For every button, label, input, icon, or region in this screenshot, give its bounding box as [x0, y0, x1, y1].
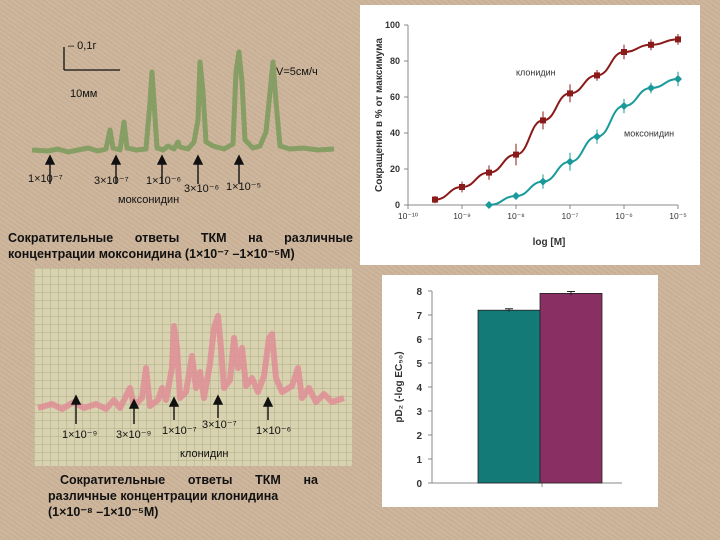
clonidine-dose-label-5: 1×10⁻⁶: [256, 425, 292, 437]
clonidine-caption: Сократительные ответы ТКМ на различные к…: [48, 472, 318, 520]
moxonidine-dose-arrows: [44, 154, 245, 184]
clonidine-dose-arrows: [70, 394, 274, 424]
dose-label-5: 1×10⁻⁵: [226, 181, 262, 193]
y-tick-label: 3: [416, 407, 422, 418]
series-line-2: [488, 78, 679, 206]
clonidine-caption-line-1: Сократительные ответы ТКМ на: [60, 473, 318, 487]
moxonidine-trace: [31, 49, 335, 155]
data-point: [674, 75, 682, 83]
bar-клонидин: [539, 292, 603, 484]
clonidine-dose-label-3: 1×10⁻⁷: [162, 425, 197, 437]
data-point: [675, 36, 681, 43]
y-tick-label: 5: [416, 359, 422, 370]
data-point: [594, 72, 600, 79]
data-point: [566, 157, 574, 166]
clonidine-trace: [37, 313, 345, 412]
x-axis-title: log [M]: [533, 237, 566, 248]
data-point: [621, 49, 627, 55]
dose-label-2: 3×10⁻⁷: [94, 175, 129, 187]
data-point: [540, 117, 546, 124]
y-tick-label: 60: [390, 92, 400, 102]
y-tick-label: 80: [390, 56, 400, 66]
clonidine-dose-label-4: 3×10⁻⁷: [202, 419, 237, 431]
time-scale-label: 10мм: [70, 88, 98, 100]
x-tick-label: 10⁻⁵: [669, 211, 686, 221]
force-scale-label: – 0,1г: [68, 40, 97, 52]
clonidine-drug-label: клонидин: [180, 448, 229, 460]
clonidine-trace-svg: [37, 313, 345, 424]
data-point: [485, 201, 493, 209]
y-tick-label: 7: [416, 311, 422, 322]
series-label-1: клонидин: [516, 67, 556, 77]
bar-моксонидин: [477, 309, 541, 484]
y-tick-label: 0: [416, 479, 422, 490]
y-tick-label: 6: [416, 335, 422, 346]
dose-label-1: 1×10⁻⁷: [28, 173, 63, 185]
x-tick-label: 10⁻⁸: [507, 211, 525, 221]
clonidine-tracing-panel: 1×10⁻⁹ 3×10⁻⁹ 1×10⁻⁷ 3×10⁻⁷ 1×10⁻⁶ клони…: [34, 268, 352, 466]
data-point: [459, 184, 465, 190]
moxonidine-trace-svg: [31, 47, 335, 184]
clonidine-caption-line-2: различные концентрации клонидина: [48, 489, 279, 503]
series-label-2: моксонидин: [624, 129, 674, 139]
moxonidine-caption: Сократительные ответы ТКМ на различные к…: [8, 230, 353, 262]
moxonidine-tracing-panel: – 0,1г 10мм V=5см/ч 1×10⁻⁷ 3×10⁻⁷ 1×10⁻⁶…: [28, 22, 340, 220]
data-point: [620, 102, 628, 110]
clonidine-dose-label-2: 3×10⁻⁹: [116, 429, 152, 441]
data-point: [513, 151, 519, 158]
data-point: [432, 196, 438, 203]
y-axis-title: pD₂ (-log EC₅₀): [394, 351, 405, 422]
moxonidine-caption-line-1: Сократительные ответы ТКМ на различные: [8, 231, 353, 245]
x-tick-label: 10⁻⁹: [453, 211, 471, 221]
y-axis-title: Сокращения в % от максимума: [374, 38, 385, 192]
y-tick-label: 8: [416, 287, 422, 298]
clonidine-caption-line-3: (1×10⁻⁸ –1×10⁻⁵М): [48, 505, 159, 519]
y-tick-label: 0: [395, 200, 400, 210]
dose-response-svg: 0 20 40 60 80 100 10⁻¹⁰ 10⁻⁹ 10⁻⁸ 10⁻⁷ 10⁻⁶ 10⁻⁵ log…: [374, 20, 687, 248]
y-tick-label: 100: [385, 20, 400, 30]
dose-response-chart: 0 20 40 60 80 100 10⁻¹⁰ 10⁻⁹ 10⁻⁸ 10⁻⁷ 10⁻⁶ 10⁻⁵ log…: [360, 5, 700, 265]
x-tick-label: 10⁻⁶: [615, 211, 632, 221]
y-tick-label: 2: [416, 431, 422, 442]
moxonidine-drug-label: моксонидин: [118, 194, 180, 206]
clonidine-dose-label-1: 1×10⁻⁹: [62, 429, 98, 441]
data-point: [539, 177, 547, 186]
dose-label-3: 1×10⁻⁶: [146, 175, 182, 187]
pd2-bar-chart: 0 1 2 3 4 5 6 7 8 pD₂ (-log EC₅₀): [382, 275, 658, 507]
x-tick-label: 10⁻¹⁰: [398, 211, 419, 221]
data-point: [567, 90, 573, 97]
data-point: [486, 169, 492, 176]
data-point: [648, 41, 654, 48]
pd2-bar-svg: 0 1 2 3 4 5 6 7 8 pD₂ (-log EC₅₀): [394, 287, 622, 490]
moxonidine-caption-line-2: концентрации моксонидина (1×10⁻⁷ –1×10⁻⁵…: [8, 247, 295, 261]
series-line-1: [434, 38, 679, 201]
y-tick-label: 1: [416, 455, 422, 466]
y-tick-label: 20: [390, 164, 400, 174]
dose-label-4: 3×10⁻⁶: [184, 183, 220, 195]
x-tick-label: 10⁻⁷: [561, 211, 578, 221]
y-tick-label: 40: [390, 128, 400, 138]
y-tick-label: 4: [416, 383, 422, 394]
data-point: [647, 84, 655, 92]
data-point: [593, 132, 601, 141]
paper-speed-label: V=5см/ч: [276, 66, 318, 78]
data-point: [512, 192, 520, 200]
